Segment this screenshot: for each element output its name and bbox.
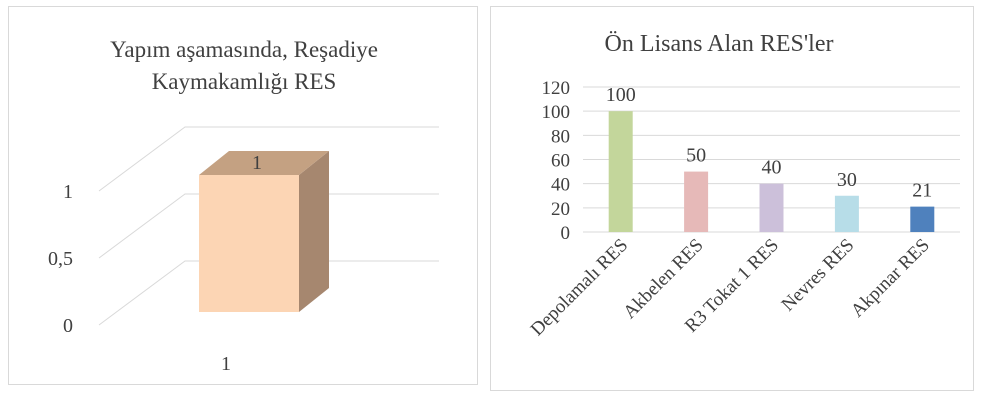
chart-left-bars xyxy=(199,151,329,312)
y-tick-label: 120 xyxy=(542,78,571,99)
x-tick-label: 1 xyxy=(221,353,231,375)
chart-left-panel: Yapım aşamasında, Reşadiye Kaymakamlığı … xyxy=(8,6,478,385)
bar-side xyxy=(299,151,329,312)
data-label: 30 xyxy=(837,169,857,191)
chart-left-y-ticks: 00,51 xyxy=(48,181,73,337)
data-label: 40 xyxy=(762,157,782,179)
gridline xyxy=(98,260,439,326)
data-label: 21 xyxy=(912,180,932,202)
x-tick-label: Depolamalı RES xyxy=(527,235,633,341)
bar xyxy=(199,175,299,312)
y-tick-label: 60 xyxy=(551,151,570,172)
data-label: 100 xyxy=(606,84,636,106)
data-label: 50 xyxy=(686,145,706,167)
chart-right-data-labels: 100 50 40 30 21 xyxy=(606,84,933,201)
bar xyxy=(684,171,709,232)
chart-right-bars xyxy=(608,111,935,232)
gridline xyxy=(98,193,439,259)
bar xyxy=(759,183,784,232)
y-tick-label: 0 xyxy=(561,223,571,244)
chart-left-title-line-2: Kaymakamlığı RES xyxy=(152,69,337,94)
data-label: 1 xyxy=(252,152,262,174)
chart-right-panel: Ön Lisans Alan RES'ler 0 20 40 60 80 100 120 1… xyxy=(490,6,974,391)
y-tick-label: 0 xyxy=(63,315,73,337)
chart-left-grid xyxy=(98,126,439,326)
y-tick-label: 40 xyxy=(551,175,570,196)
y-tick-label: 1 xyxy=(63,181,73,203)
bar xyxy=(834,195,859,232)
bar xyxy=(608,111,633,232)
chart-left-svg: Yapım aşamasında, Reşadiye Kaymakamlığı … xyxy=(48,37,439,375)
chart-right-title: Ön Lisans Alan RES'ler xyxy=(605,31,834,57)
y-tick-label: 100 xyxy=(542,102,571,123)
y-tick-label: 20 xyxy=(551,199,570,220)
chart-right-svg: Ön Lisans Alan RES'ler 0 20 40 60 80 100 120 1… xyxy=(527,31,960,341)
chart-left-title-line-1: Yapım aşamasında, Reşadiye xyxy=(110,37,378,62)
chart-right-y-ticks: 0 20 40 60 80 100 120 xyxy=(542,78,571,244)
x-tick-label: Akpınar RES xyxy=(847,235,934,322)
chart-left-labels: 11 xyxy=(221,152,262,375)
y-tick-label: 80 xyxy=(551,126,570,147)
x-tick-label: Nevres RES xyxy=(778,235,859,316)
y-tick-label: 0,5 xyxy=(48,248,73,270)
gridline xyxy=(98,126,439,192)
bar-top xyxy=(199,151,329,175)
bar xyxy=(910,206,935,232)
chart-right-grid xyxy=(583,86,960,233)
